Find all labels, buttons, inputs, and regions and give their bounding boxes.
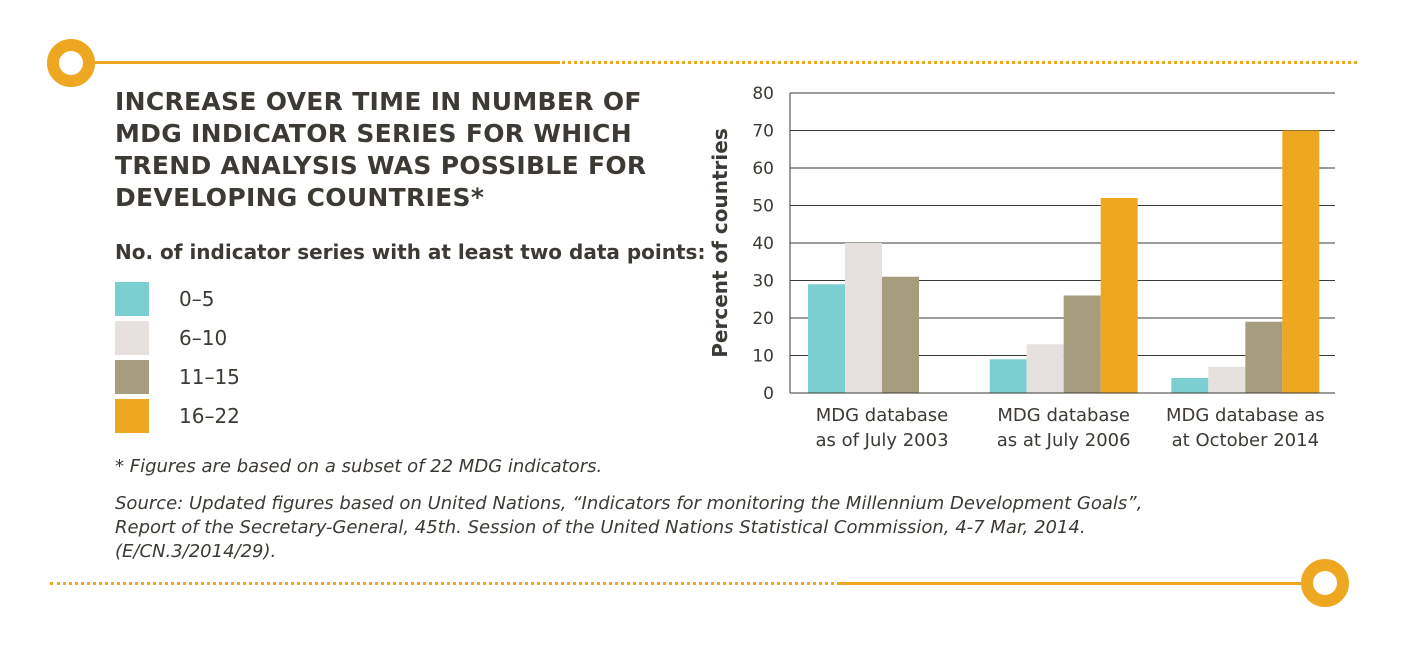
legend-item: 16–22 bbox=[115, 399, 315, 438]
y-tick-label: 80 bbox=[752, 84, 774, 104]
x-category-label: at October 2014 bbox=[1172, 430, 1319, 451]
bar bbox=[1063, 295, 1101, 393]
legend-swatch bbox=[115, 321, 149, 355]
legend-item: 6–10 bbox=[115, 321, 315, 360]
legend-swatch bbox=[115, 399, 149, 433]
x-category-label: as of July 2003 bbox=[815, 430, 948, 451]
bottom-ring-icon bbox=[1301, 559, 1349, 607]
legend-label: 16–22 bbox=[179, 404, 240, 428]
y-tick-label: 0 bbox=[763, 384, 774, 404]
source-line: (E/CN.3/2014/29). bbox=[115, 541, 277, 562]
bar-chart: 0 10 20 30 40 50 60 70 80 Percent of countries MDG… bbox=[708, 84, 1335, 451]
legend: 0–5 6–10 11–15 16–22 bbox=[115, 282, 315, 438]
top-ring-icon bbox=[47, 39, 95, 87]
chart-title: INCREASE OVER TIME IN NUMBER OF MDG INDI… bbox=[115, 87, 647, 212]
x-category-label: MDG database bbox=[997, 405, 1130, 426]
legend-label: 0–5 bbox=[179, 287, 215, 311]
y-tick-label: 60 bbox=[752, 159, 774, 179]
legend-item: 11–15 bbox=[115, 360, 315, 399]
y-tick-label: 20 bbox=[752, 309, 774, 329]
bar bbox=[1245, 321, 1283, 393]
y-tick-label: 10 bbox=[752, 347, 774, 367]
x-category-label: MDG database bbox=[816, 405, 949, 426]
legend-item: 0–5 bbox=[115, 282, 315, 321]
bar bbox=[808, 284, 845, 393]
source-note: Source: Updated figures based on United … bbox=[115, 492, 1255, 564]
footnote: * Figures are based on a subset of 22 MD… bbox=[115, 456, 603, 477]
top-solid-rule bbox=[92, 61, 557, 64]
bar bbox=[1100, 198, 1138, 393]
bottom-solid-rule bbox=[840, 582, 1305, 585]
bar bbox=[1282, 130, 1320, 393]
legend-label: 6–10 bbox=[179, 326, 228, 350]
x-category-label: as at July 2006 bbox=[997, 430, 1131, 451]
y-tick-label: 30 bbox=[752, 272, 774, 292]
y-tick-label: 50 bbox=[752, 197, 774, 217]
y-axis-title: Percent of countries bbox=[708, 128, 732, 358]
source-line: Source: Updated figures based on United … bbox=[115, 493, 1143, 514]
legend-swatch bbox=[115, 282, 149, 316]
top-dotted-rule bbox=[557, 61, 1357, 64]
legend-heading: No. of indicator series with at least tw… bbox=[115, 240, 706, 264]
bottom-dotted-rule bbox=[50, 582, 840, 585]
x-category-label: MDG database as bbox=[1166, 405, 1325, 426]
legend-label: 11–15 bbox=[179, 365, 240, 389]
y-tick-label: 40 bbox=[752, 234, 774, 254]
bar bbox=[1208, 366, 1246, 393]
bar bbox=[882, 276, 919, 393]
y-tick-label: 70 bbox=[752, 122, 774, 142]
bar bbox=[1171, 378, 1209, 393]
bar bbox=[1026, 344, 1064, 393]
bar bbox=[845, 243, 882, 393]
bar bbox=[989, 359, 1027, 393]
legend-swatch bbox=[115, 360, 149, 394]
source-line: Report of the Secretary-General, 45th. S… bbox=[115, 517, 1086, 538]
